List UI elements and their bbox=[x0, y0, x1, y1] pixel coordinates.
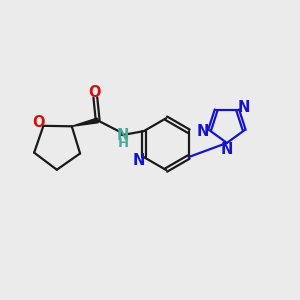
Text: H: H bbox=[118, 136, 129, 150]
Text: N: N bbox=[197, 124, 209, 139]
Text: N: N bbox=[238, 100, 250, 115]
Text: N: N bbox=[221, 142, 233, 157]
Text: O: O bbox=[32, 115, 44, 130]
Text: N: N bbox=[132, 153, 145, 168]
Polygon shape bbox=[72, 118, 98, 126]
Text: O: O bbox=[88, 85, 101, 100]
Text: N: N bbox=[117, 128, 130, 142]
